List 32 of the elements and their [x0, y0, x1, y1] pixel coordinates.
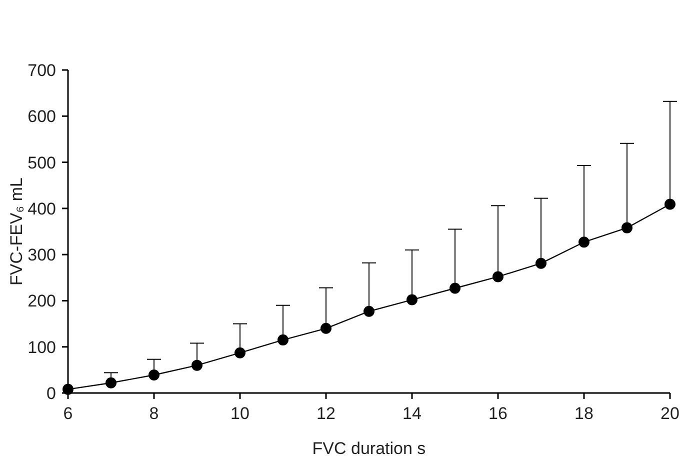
y-tick-label: 700	[28, 61, 56, 80]
point	[278, 334, 288, 346]
y-axis-title: FVC-FEV₆ mL	[7, 178, 26, 286]
point	[492, 271, 504, 282]
y-tick-label: 100	[28, 338, 56, 357]
point	[364, 306, 374, 317]
point	[192, 360, 202, 371]
point	[148, 370, 160, 381]
point	[406, 294, 418, 306]
y-tick-label: 300	[28, 246, 56, 265]
x-axis-title: FVC duration s	[312, 439, 426, 458]
point	[450, 282, 460, 294]
x-tick-label: 10	[230, 404, 250, 423]
x-tick-label: 6	[63, 404, 73, 423]
point	[234, 347, 246, 358]
x-tick-label: 16	[488, 404, 508, 423]
x-tick-label: 8	[149, 404, 159, 423]
x-tick-label: 14	[402, 404, 422, 423]
x-tick-label: 20	[660, 404, 680, 423]
point	[106, 377, 116, 388]
point	[664, 198, 676, 210]
y-tick-label: 400	[28, 199, 56, 218]
point	[536, 258, 546, 269]
y-tick-label: 200	[28, 292, 56, 311]
y-tick-label: 600	[28, 107, 56, 126]
point	[320, 322, 332, 334]
x-tick-label: 12	[316, 404, 336, 423]
y-tick-label: 500	[28, 153, 56, 172]
x-tick-label: 18	[574, 404, 594, 423]
point	[578, 236, 590, 248]
point	[622, 222, 632, 234]
y-tick-label: 0	[46, 384, 56, 403]
